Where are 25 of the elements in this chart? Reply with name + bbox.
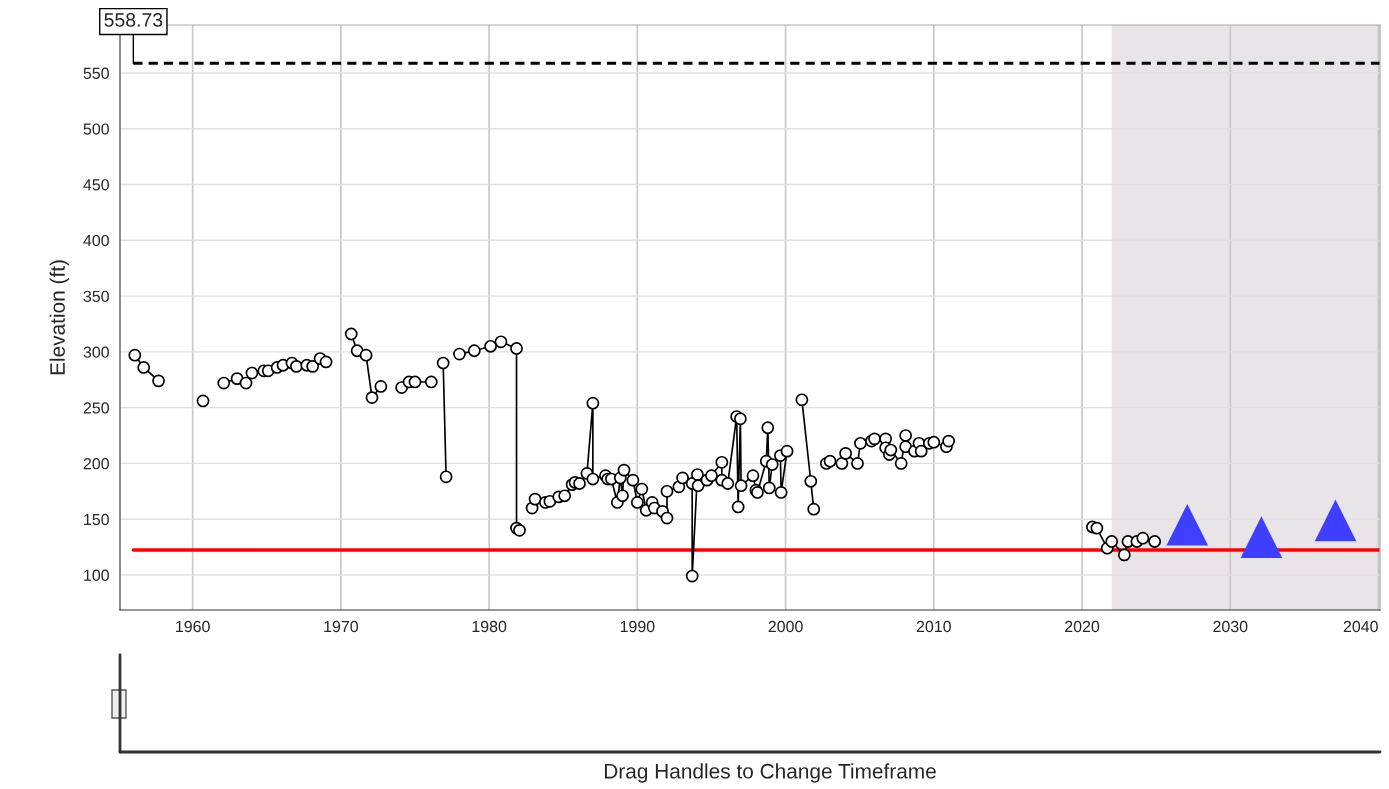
x-tick-label: 1960 [176,620,210,633]
y-tick-label: 150 [84,513,109,526]
text: Drag Handles to Change Timeframe [604,763,936,783]
y-axis-title: Elevation (ft) [49,260,70,375]
y-tick-label: 400 [83,234,109,247]
x-tick-label: 2030 [1213,620,1248,633]
y-tick-label: 500 [83,123,109,135]
point [1314,499,1357,542]
x-tick-label: 2010 [916,620,951,633]
y-tick-label: 250 [83,402,109,414]
y-tick-label: 300 [83,346,109,358]
y-tick-label: 550 [83,67,109,79]
x-tick-label: 1970 [324,620,359,633]
y-tick-label: 450 [83,179,109,191]
point [1166,503,1209,546]
x-tick-label: 2000 [768,620,803,633]
y-tick-label: 100 [84,569,109,581]
x-tick-label: 1990 [620,620,655,633]
y-tick-label: 350 [83,290,109,303]
x-tick-label: 2040 [1343,620,1378,633]
x-tick-label: 2020 [1065,620,1100,633]
x-tick-label: 1980 [472,620,507,633]
y-tick-label: 200 [83,458,109,470]
point [1240,516,1283,558]
ref-line-label: 558.73 [104,13,163,27]
